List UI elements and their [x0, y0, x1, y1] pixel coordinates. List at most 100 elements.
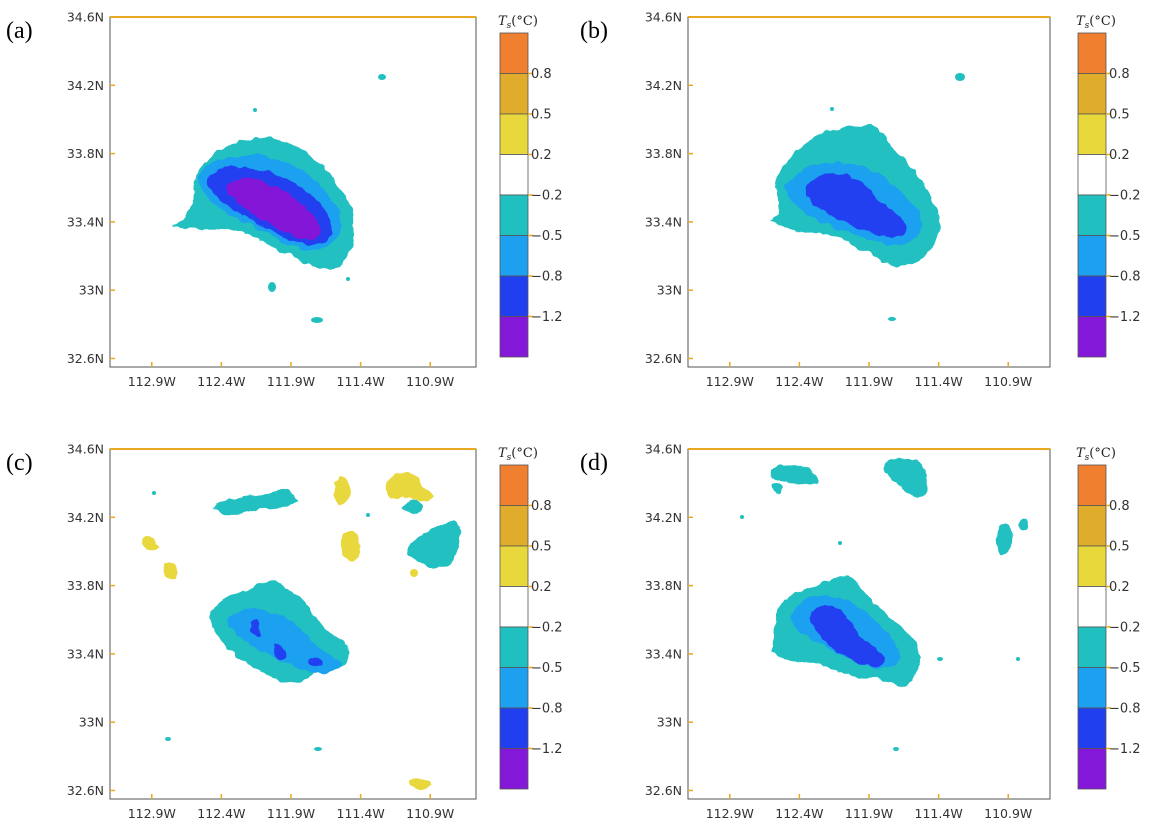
colorbar-swatch — [1077, 748, 1107, 790]
colorbar-title: Ts(°C) — [498, 14, 538, 31]
lat-tick-label: 33N — [79, 283, 104, 298]
colorbar-swatch — [1077, 316, 1107, 358]
speckle — [838, 541, 842, 545]
colorbar-title-subscript: s — [507, 21, 512, 31]
contour-cyan — [214, 488, 298, 515]
colorbar-swatch — [1077, 464, 1107, 506]
contour-yellow — [332, 478, 350, 505]
lon-tick-label: 111.9W — [845, 374, 893, 389]
lat-tick-label: 33N — [657, 715, 682, 730]
contour-cyan — [883, 458, 929, 497]
lon-tick-label: 110.9W — [406, 374, 454, 389]
colorbar-tick-label: 0.8 — [531, 499, 552, 514]
anomaly-contours — [771, 458, 1029, 687]
lon-tick-label: 112.9W — [128, 806, 176, 821]
contour-blue — [273, 644, 286, 660]
colorbar-title-symbol: T — [1076, 14, 1086, 29]
colorbar-title-unit: (°C) — [511, 446, 538, 461]
contour-blue — [308, 656, 323, 667]
colorbar-tick-label: 0.8 — [1109, 499, 1130, 514]
lat-tick-label: 33.4N — [645, 646, 682, 661]
colorbar-swatch — [499, 194, 529, 236]
contour-blue — [250, 619, 261, 636]
colorbar-swatch — [499, 113, 529, 155]
speckles — [830, 73, 965, 321]
colorbar-swatch — [1077, 545, 1107, 587]
speckle — [346, 277, 350, 281]
colorbar-tick-label: −0.5 — [1109, 661, 1141, 676]
colorbar-title-subscript: s — [507, 453, 512, 463]
lat-tick-label: 34.6N — [645, 442, 682, 457]
colorbar-tick-label: −0.8 — [531, 270, 563, 285]
colorbar-swatch — [1077, 626, 1107, 668]
lat-tick-label: 34.2N — [645, 78, 682, 93]
anomaly-contours — [172, 137, 354, 269]
lat-tick-label: 33.8N — [67, 146, 104, 161]
colorbar: Ts(°C) 0.8 0.5 0.2 −0.2 −0.5 −0.8 −1.2 — [498, 14, 563, 358]
colorbar-title-subscript: s — [1085, 453, 1090, 463]
lat-tick-label: 32.6N — [645, 783, 682, 798]
lat-tick-label: 34.6N — [67, 442, 104, 457]
colorbar-tick-label: 0.2 — [531, 148, 552, 163]
speckle — [888, 317, 896, 321]
colorbar-tick-label: −1.2 — [1109, 310, 1141, 325]
anomaly-contours — [770, 125, 940, 266]
colorbar-tick-label: −1.2 — [531, 742, 563, 757]
lat-tick-label: 33.4N — [645, 214, 682, 229]
colorbar-title-unit: (°C) — [1089, 446, 1116, 461]
colorbar-swatch — [499, 748, 529, 790]
colorbar-swatch — [1077, 505, 1107, 547]
lon-tick-label: 110.9W — [406, 806, 454, 821]
colorbar-swatch — [1077, 275, 1107, 317]
lat-tick-label: 34.6N — [67, 10, 104, 25]
contour-cyan — [1018, 518, 1029, 530]
map-area — [109, 16, 477, 368]
colorbar-swatch — [499, 626, 529, 668]
colorbar-tick-label: −1.2 — [1109, 742, 1141, 757]
colorbar-swatch — [499, 667, 529, 709]
lat-tick-label: 33N — [657, 283, 682, 298]
colorbar-swatch — [499, 275, 529, 317]
colorbar-title: Ts(°C) — [498, 446, 538, 463]
colorbar-swatch — [499, 464, 529, 506]
colorbar-title-symbol: T — [1076, 446, 1086, 461]
lon-tick-label: 112.9W — [706, 806, 754, 821]
colorbar: Ts(°C) 0.8 0.5 0.2 −0.2 −0.5 −0.8 −1.2 — [1076, 446, 1141, 790]
colorbar-tick-label: 0.2 — [531, 580, 552, 595]
colorbar-tick-label: 0.8 — [531, 67, 552, 82]
lat-tick-label: 33.8N — [67, 578, 104, 593]
colorbar-swatch — [1077, 32, 1107, 74]
colorbar-tick-label: 0.2 — [1109, 148, 1130, 163]
panel-label: (c) — [6, 450, 33, 476]
contour-blue — [805, 173, 907, 238]
colorbar-swatch — [499, 316, 529, 358]
lon-tick-label: 112.9W — [706, 374, 754, 389]
colorbar-tick-label: −0.8 — [531, 702, 563, 717]
anomaly-contours — [142, 471, 461, 789]
lon-tick-label: 111.9W — [267, 374, 315, 389]
speckle — [410, 569, 418, 577]
contour-yellow — [163, 562, 178, 580]
contour-blue — [810, 606, 885, 668]
lat-tick-label: 33N — [79, 715, 104, 730]
lon-tick-label: 112.4W — [775, 374, 823, 389]
colorbar-swatch — [1077, 154, 1107, 196]
lon-axis: 112.9W 112.4W 111.9W 111.4W 110.9W — [128, 362, 454, 389]
lat-tick-label: 34.2N — [645, 510, 682, 525]
lon-tick-label: 111.4W — [915, 806, 963, 821]
speckles — [152, 491, 418, 751]
colorbar-swatch — [1077, 586, 1107, 628]
lat-tick-label: 32.6N — [67, 783, 104, 798]
map-area — [109, 448, 477, 800]
lon-tick-label: 112.4W — [775, 806, 823, 821]
colorbar-tick-label: −0.8 — [1109, 270, 1141, 285]
lat-axis: 34.6N 34.2N 33.8N 33.4N 33N 32.6N — [67, 10, 115, 366]
colorbar-tick-label: −0.5 — [531, 229, 563, 244]
contour-cyan — [406, 521, 461, 569]
colorbar-title-unit: (°C) — [511, 14, 538, 29]
contour-yellow — [340, 531, 361, 562]
colorbar-title: Ts(°C) — [1076, 14, 1116, 31]
contour-purple — [226, 179, 321, 240]
